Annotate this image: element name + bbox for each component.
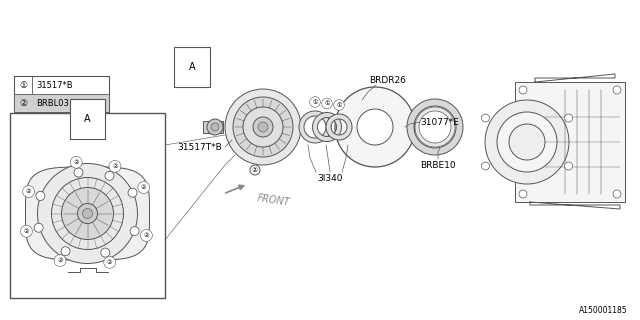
Circle shape (77, 204, 97, 223)
Circle shape (519, 190, 527, 198)
Circle shape (564, 162, 573, 170)
Circle shape (34, 223, 43, 232)
Circle shape (61, 188, 113, 239)
Text: ①: ① (324, 101, 330, 106)
Wedge shape (326, 114, 352, 140)
Circle shape (613, 190, 621, 198)
Circle shape (243, 107, 283, 147)
Circle shape (38, 164, 138, 263)
Circle shape (250, 165, 260, 175)
Circle shape (100, 248, 110, 257)
Circle shape (105, 171, 114, 180)
Bar (10, 113, 165, 298)
Wedge shape (415, 107, 455, 147)
Text: 3l340: 3l340 (317, 173, 343, 182)
Text: BRBL03: BRBL03 (36, 99, 69, 108)
Bar (15, 94, 109, 112)
Text: ①: ① (19, 81, 27, 90)
Text: ②: ② (143, 233, 149, 238)
Text: BRDR26: BRDR26 (369, 76, 406, 84)
Wedge shape (299, 111, 331, 143)
Wedge shape (312, 113, 342, 141)
Circle shape (357, 109, 393, 145)
Bar (15, 94, 109, 112)
Circle shape (481, 162, 490, 170)
Circle shape (225, 89, 301, 165)
Text: 31517T*B: 31517T*B (177, 142, 222, 151)
Bar (515, 82, 625, 202)
Circle shape (83, 209, 93, 219)
Text: ②: ② (252, 167, 258, 173)
Text: ②: ② (19, 99, 27, 108)
Text: ②: ② (57, 258, 63, 263)
Text: FRONT: FRONT (256, 193, 291, 207)
Circle shape (61, 247, 70, 256)
Text: ②: ② (24, 229, 29, 234)
Text: 31517*B: 31517*B (36, 81, 72, 90)
Circle shape (51, 178, 124, 250)
Circle shape (509, 124, 545, 160)
Circle shape (564, 114, 573, 122)
Circle shape (130, 227, 139, 236)
Text: ②: ② (112, 164, 118, 169)
Text: BRBE10: BRBE10 (420, 161, 456, 170)
Circle shape (128, 188, 137, 197)
Text: A: A (84, 114, 91, 124)
Text: ②: ② (107, 260, 113, 265)
Circle shape (497, 112, 557, 172)
Text: A: A (189, 62, 195, 72)
Text: ②: ② (26, 189, 31, 194)
Circle shape (519, 86, 527, 94)
Circle shape (335, 87, 415, 167)
Text: ②: ② (74, 160, 79, 165)
Text: ①: ① (336, 102, 342, 108)
Circle shape (258, 122, 268, 132)
Text: 31077*E: 31077*E (420, 117, 460, 126)
Circle shape (36, 191, 45, 200)
Circle shape (74, 168, 83, 177)
Circle shape (207, 119, 223, 135)
Circle shape (211, 123, 219, 131)
Wedge shape (407, 99, 463, 155)
Circle shape (253, 117, 273, 137)
Text: ①: ① (312, 100, 318, 105)
Bar (14, 76, 109, 112)
Text: ②: ② (141, 185, 147, 190)
Circle shape (485, 100, 569, 184)
Bar (203, 121, 223, 133)
Circle shape (613, 86, 621, 94)
Circle shape (233, 97, 293, 157)
Polygon shape (26, 167, 150, 260)
Circle shape (481, 114, 490, 122)
Text: A150001185: A150001185 (579, 306, 628, 315)
